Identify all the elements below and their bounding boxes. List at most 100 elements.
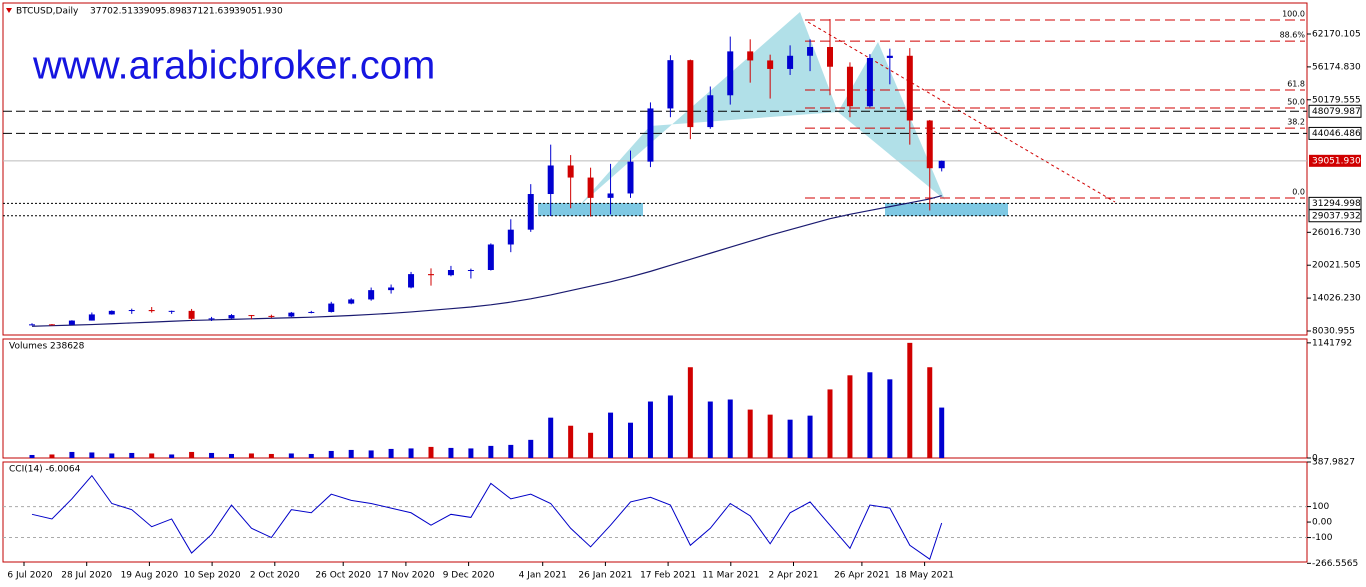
volume-bar: [189, 451, 195, 458]
candle-body: [787, 55, 794, 69]
x-tick-label: 26 Jan 2021: [578, 571, 632, 581]
y-tick-label: 0.00: [1312, 518, 1332, 528]
candle-body: [747, 51, 754, 61]
candle-body: [886, 55, 893, 58]
x-tick-label: 2 Apr 2021: [769, 571, 819, 581]
candle-body: [188, 310, 195, 319]
candle-body: [268, 315, 275, 317]
volume-bar: [448, 447, 454, 458]
y-tick-label: 14026.230: [1312, 294, 1361, 304]
candle-body: [827, 46, 833, 67]
x-tick-label: 26 Oct 2020: [315, 571, 371, 581]
candle-body: [388, 287, 395, 291]
cci-panel: [2, 461, 1308, 563]
fib-label: 0.0: [1292, 188, 1305, 197]
y-tick-label: 26016.730: [1312, 228, 1361, 238]
y-tick-label: 387.9827: [1312, 458, 1355, 468]
candle-body: [727, 51, 734, 96]
y-tick-label: 56174.830: [1312, 62, 1361, 72]
x-tick-label: 6 Jul 2020: [7, 571, 52, 581]
x-tick-label: 18 May 2021: [895, 571, 954, 581]
price-panel: [2, 2, 1308, 336]
candle-body: [906, 55, 913, 121]
candle-body: [487, 244, 494, 270]
y-tick-label: 50179.555: [1312, 95, 1361, 105]
volume-bar: [149, 453, 155, 458]
level-box: [1308, 209, 1362, 223]
volume-bar: [568, 425, 574, 458]
level-box: [1308, 126, 1362, 140]
candle-body: [527, 194, 534, 230]
x-tick-label: 28 Jul 2020: [61, 571, 112, 581]
ohlc-value: 37702.513: [90, 7, 139, 17]
candle-body: [687, 60, 694, 128]
x-tick-label: 17 Feb 2021: [640, 571, 696, 581]
volume-bar: [229, 453, 234, 458]
title-marker: [6, 8, 12, 13]
cci-line: [31, 474, 943, 561]
x-tick-label: 4 Jan 2021: [519, 571, 567, 581]
candle-body: [926, 120, 933, 169]
volume-bar: [867, 372, 873, 458]
volume-bar: [268, 453, 274, 458]
candle-body: [507, 229, 514, 245]
ohlc-value: 39051.930: [234, 7, 283, 17]
candle-body: [567, 165, 574, 178]
volume-bar: [588, 432, 594, 458]
volume-bar: [288, 453, 294, 458]
x-tick-label: 17 Nov 2020: [377, 571, 435, 581]
volume-bar: [109, 453, 115, 458]
candle-body: [667, 60, 674, 109]
candle-body: [108, 310, 115, 315]
volume-bar: [89, 452, 95, 458]
candle-body: [148, 310, 155, 312]
volume-bar: [667, 395, 673, 458]
x-tick-label: 9 Dec 2020: [443, 571, 495, 581]
candle-body: [68, 320, 75, 325]
level-label: 29037.932: [1312, 211, 1361, 221]
candle-body: [128, 310, 135, 312]
price-label: 39051.930: [1312, 156, 1361, 166]
volume-bar: [169, 454, 175, 458]
candle-body: [348, 299, 355, 304]
candle-body: [866, 57, 873, 107]
volume-bar: [129, 452, 135, 458]
volume-bar: [787, 419, 793, 458]
volume-bar: [388, 448, 394, 458]
volume-bar: [209, 452, 215, 458]
candle-body: [547, 165, 554, 195]
volume-bar: [428, 446, 434, 458]
volume-bar: [468, 448, 474, 458]
candle-body: [767, 60, 774, 69]
volume-bar: [348, 449, 354, 458]
volume-bar: [647, 401, 653, 458]
candle-body: [428, 274, 434, 276]
volume-bar: [488, 445, 494, 458]
candle-body: [408, 274, 415, 288]
level-label: 48079.987: [1312, 107, 1361, 117]
candle-body: [228, 315, 235, 319]
y-tick-label: -100: [1312, 533, 1333, 543]
volume-bar: [767, 414, 773, 458]
candle-body: [208, 318, 215, 320]
candle-body: [587, 177, 594, 198]
fib-label: 88.6%: [1280, 31, 1306, 40]
x-tick-label: 10 Sep 2020: [184, 571, 241, 581]
x-tick-label: 26 Apr 2021: [834, 571, 890, 581]
volume-bar: [827, 389, 833, 458]
volume-panel: [2, 338, 1308, 459]
candle-body: [29, 324, 35, 326]
candle-body: [48, 324, 55, 326]
volume-bar: [408, 448, 414, 458]
level-label: 44046.486: [1312, 129, 1361, 139]
volume-bar: [528, 439, 534, 458]
volume-bar: [608, 412, 614, 458]
x-tick-label: 19 Aug 2020: [121, 571, 179, 581]
fib-label: 50.0: [1287, 98, 1305, 107]
volume-bar: [807, 415, 813, 458]
ohlc-value: 37121.639: [186, 7, 235, 17]
volume-bar: [727, 399, 733, 458]
